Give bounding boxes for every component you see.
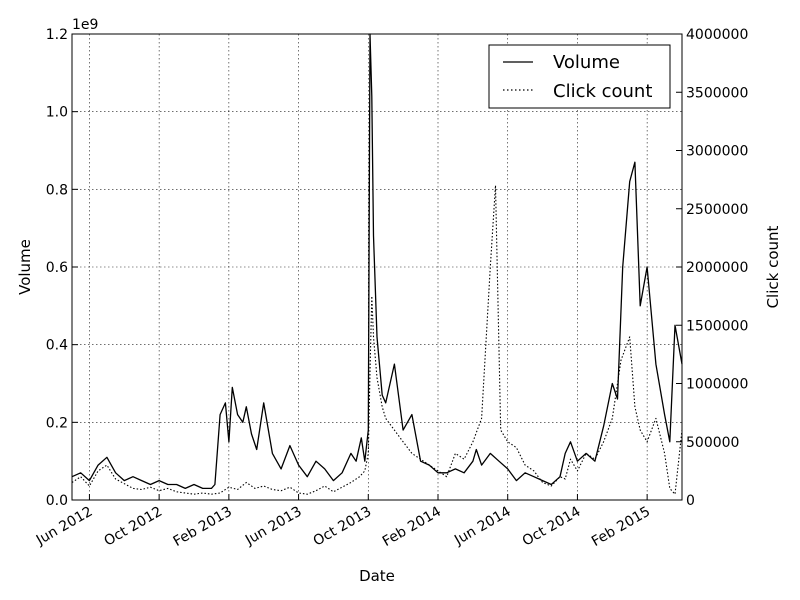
x-axis-tick-label: Feb 2014 [380, 504, 444, 550]
x-axis-tick-label: Feb 2013 [171, 504, 235, 550]
legend: Volume Click count [488, 44, 671, 109]
series-line-click-count [71, 184, 683, 495]
left-axis-tick-label: 0.4 [46, 338, 68, 354]
x-axis-tick-label: Jun 2012 [33, 504, 96, 549]
right-axis-tick-label: 3000000 [686, 144, 748, 160]
x-axis-tick-label: Jun 2014 [451, 504, 514, 549]
right-axis-title: Click count [764, 225, 782, 308]
x-axis-title: Date [359, 567, 395, 585]
left-axis-tick-label: 0.0 [46, 493, 68, 509]
x-axis-tick-label: Oct 2014 [520, 504, 584, 550]
right-axis-tick-label: 3500000 [686, 85, 748, 101]
legend-label-volume: Volume [553, 52, 620, 73]
grid-lines [72, 34, 682, 500]
left-axis-exponent-label: 1e9 [72, 17, 98, 33]
left-axis-tick-label: 0.2 [46, 415, 68, 431]
legend-label-click-count: Click count [553, 81, 652, 102]
right-axis-tick-label: 2000000 [686, 260, 748, 276]
left-axis-tick-label: 1.2 [46, 27, 68, 43]
x-axis-tick-label: Oct 2013 [311, 504, 375, 550]
x-axis-tick-label: Feb 2015 [589, 504, 653, 550]
series-lines [71, 33, 683, 495]
right-axis-tick-label: 2500000 [686, 202, 748, 218]
left-axis-tick-label: 1.0 [46, 105, 68, 121]
right-axis-tick-label: 500000 [686, 435, 739, 451]
legend-box [488, 44, 671, 109]
right-axis-tick-label: 1000000 [686, 377, 748, 393]
right-axis-tick-label: 0 [686, 493, 695, 509]
series-line-volume [71, 33, 683, 490]
left-axis-title: Volume [16, 239, 34, 295]
left-axis-tick-label: 0.8 [46, 182, 68, 198]
x-axis-tick-label: Oct 2012 [101, 504, 165, 550]
right-axis-tick-label: 4000000 [686, 27, 748, 43]
x-axis-tick-label: Jun 2013 [242, 504, 305, 549]
left-axis-tick-label: 0.6 [46, 260, 68, 276]
right-axis-tick-label: 1500000 [686, 318, 748, 334]
